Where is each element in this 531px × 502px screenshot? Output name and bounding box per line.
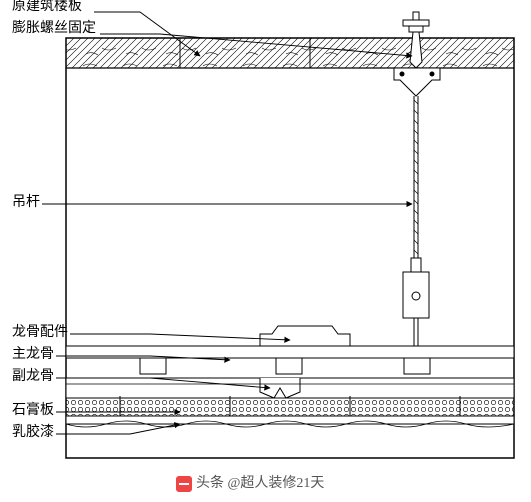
label-sub-runner: 副龙骨 [12,370,54,384]
hanger-rod [414,96,418,272]
label-fitting: 龙骨配件 [12,326,68,340]
label-slab: 原建筑楼板 [12,0,82,14]
caption-author: @超人装修21天 [228,476,325,491]
leaders [42,12,412,434]
ceiling-section-diagram [0,0,531,502]
label-hanger: 吊杆 [12,196,40,210]
sub-runner [66,378,514,398]
label-gypsum: 石膏板 [12,404,54,418]
label-anchor: 膨胀螺丝固定 [12,22,96,36]
source-caption: 头条 @超人装修21天 [176,472,324,492]
slab [66,38,514,68]
label-paint: 乳胶漆 [12,426,54,440]
caption-prefix: 头条 [196,476,224,491]
hanger-coupler [403,258,429,346]
main-runner [66,346,514,374]
toutiao-logo-icon [176,476,192,492]
label-main-runner: 主龙骨 [12,348,54,362]
paint-layer [66,416,514,427]
runner-fitting [260,326,350,346]
